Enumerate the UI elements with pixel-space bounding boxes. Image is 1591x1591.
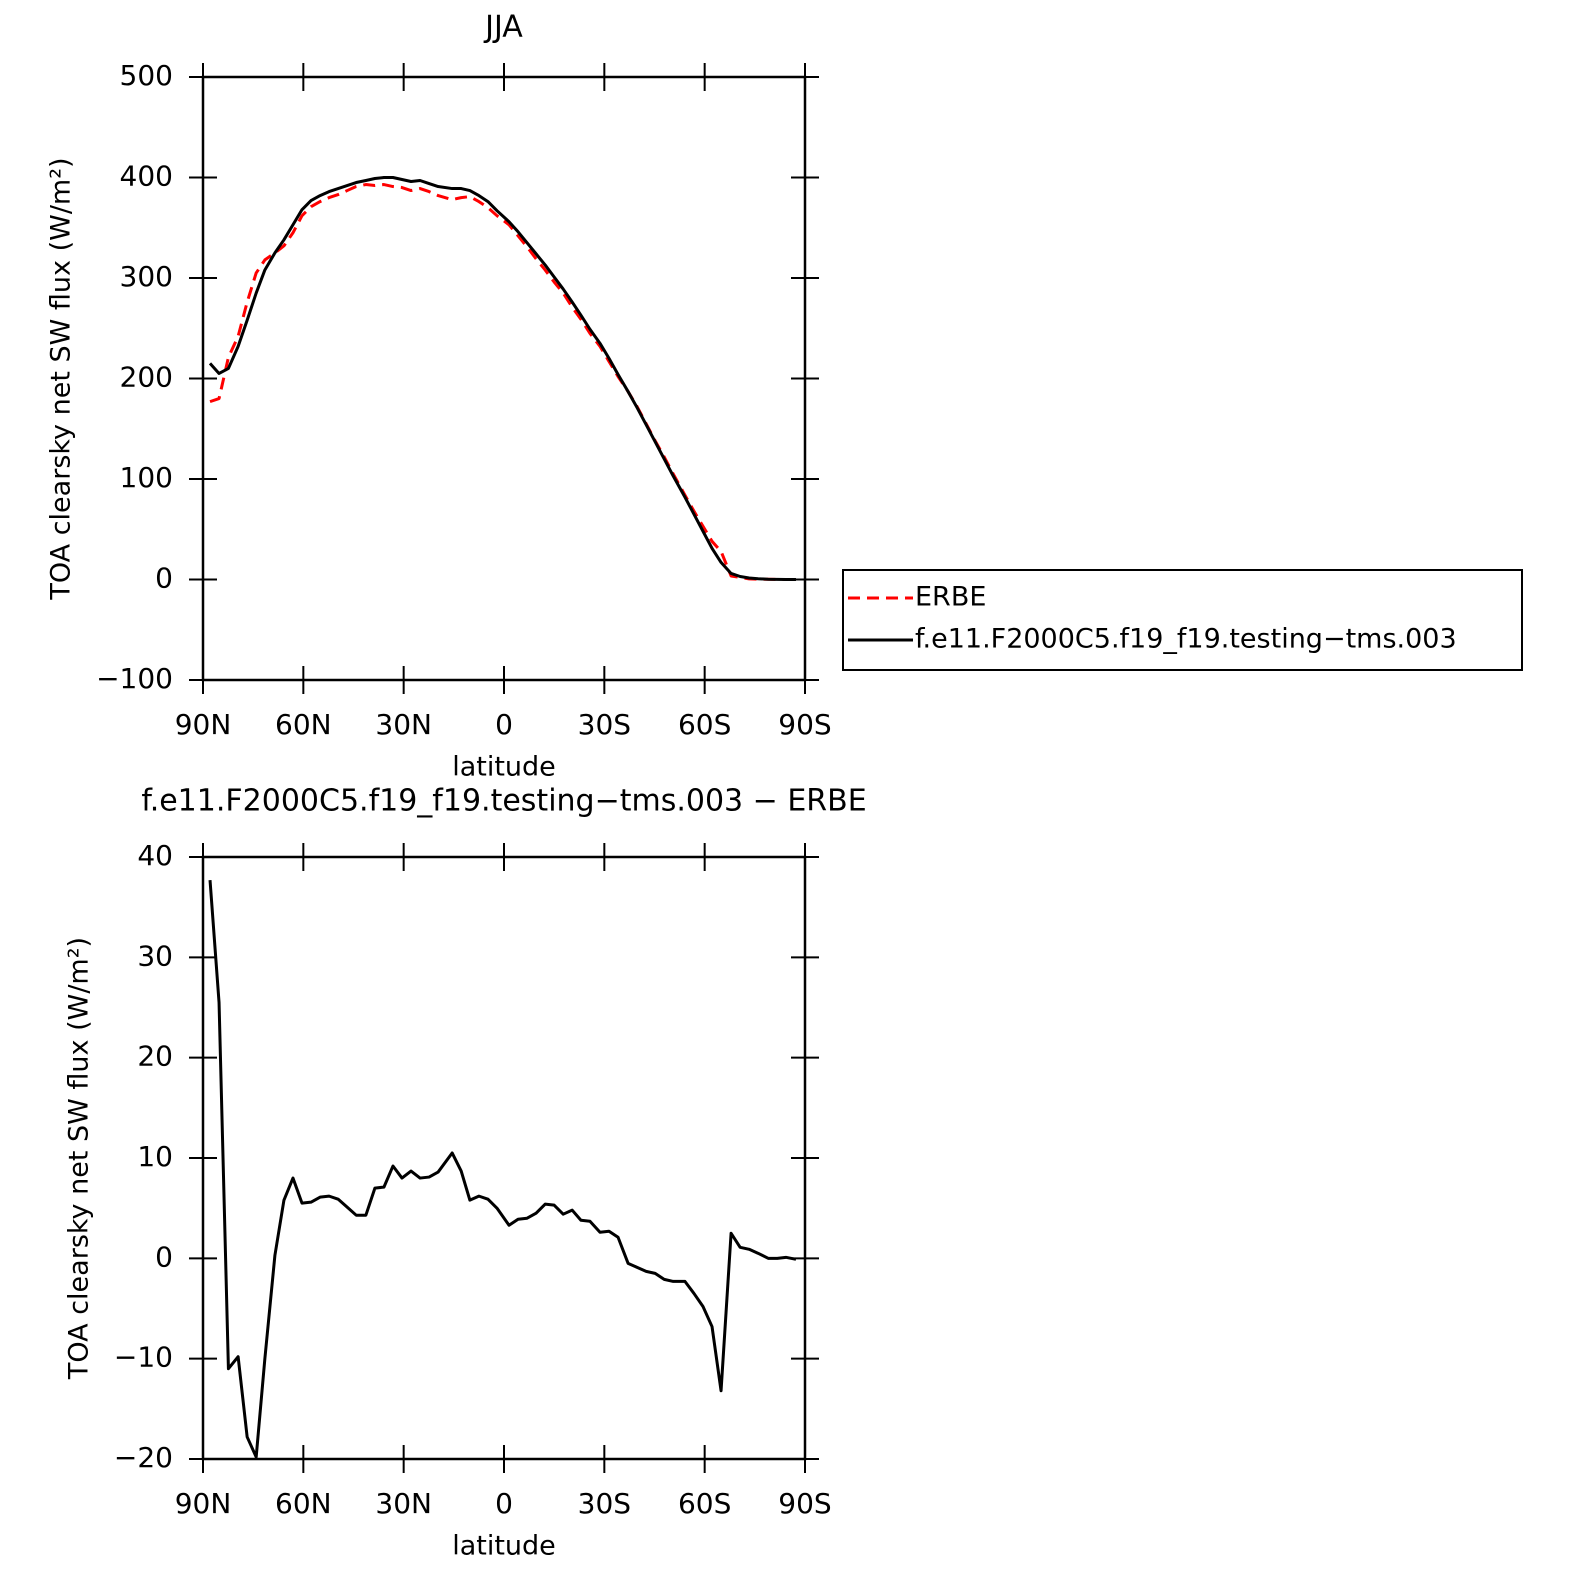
data-line <box>208 879 797 1459</box>
chart-title: JJA <box>483 10 523 45</box>
x-tick-label: 30S <box>578 1487 631 1520</box>
y-tick-label: −100 <box>96 662 173 695</box>
plot-frame <box>201 75 807 682</box>
y-tick-label: 300 <box>120 260 173 293</box>
chart-title: f.e11.F2000C5.f19_f19.testing−tms.003 − … <box>141 784 866 819</box>
x-tick-label: 30N <box>375 708 432 741</box>
x-tick-label: 90S <box>778 708 831 741</box>
y-axis-label: TOA clearsky net SW flux (W/m²) <box>64 937 95 1380</box>
x-axis-label: latitude <box>452 1531 556 1562</box>
x-tick-label: 0 <box>495 708 513 741</box>
x-tick-label: 60S <box>678 708 731 741</box>
y-tick-label: 500 <box>120 59 173 92</box>
x-tick-label: 90S <box>778 1487 831 1520</box>
x-tick-label: 30S <box>578 708 631 741</box>
x-tick-label: 0 <box>495 1487 513 1520</box>
legend-label: ERBE <box>915 582 986 613</box>
y-tick-label: −20 <box>114 1441 173 1474</box>
x-tick-label: 90N <box>175 1487 232 1520</box>
x-tick-label: 60N <box>275 1487 332 1520</box>
y-tick-label: 40 <box>137 839 173 872</box>
x-tick-label: 30N <box>375 1487 432 1520</box>
data-line <box>209 183 796 581</box>
x-axis-label: latitude <box>452 752 556 783</box>
x-tick-label: 60S <box>678 1487 731 1520</box>
x-tick-label: 60N <box>275 708 332 741</box>
x-tick-label: 90N <box>175 708 232 741</box>
y-tick-label: 200 <box>120 361 173 394</box>
plot-frame <box>201 855 807 1461</box>
legend-box <box>842 569 1523 671</box>
y-tick-label: 10 <box>137 1140 173 1173</box>
y-tick-label: 0 <box>155 562 173 595</box>
y-axis-label: TOA clearsky net SW flux (W/m²) <box>46 157 77 600</box>
y-tick-label: 100 <box>120 461 173 494</box>
y-tick-label: −10 <box>114 1341 173 1374</box>
legend-label: f.e11.F2000C5.f19_f19.testing−tms.003 <box>915 624 1457 655</box>
y-tick-label: 0 <box>155 1240 173 1273</box>
y-tick-label: 20 <box>137 1040 173 1073</box>
y-tick-label: 400 <box>120 160 173 193</box>
y-tick-label: 30 <box>137 939 173 972</box>
data-line <box>208 176 796 581</box>
